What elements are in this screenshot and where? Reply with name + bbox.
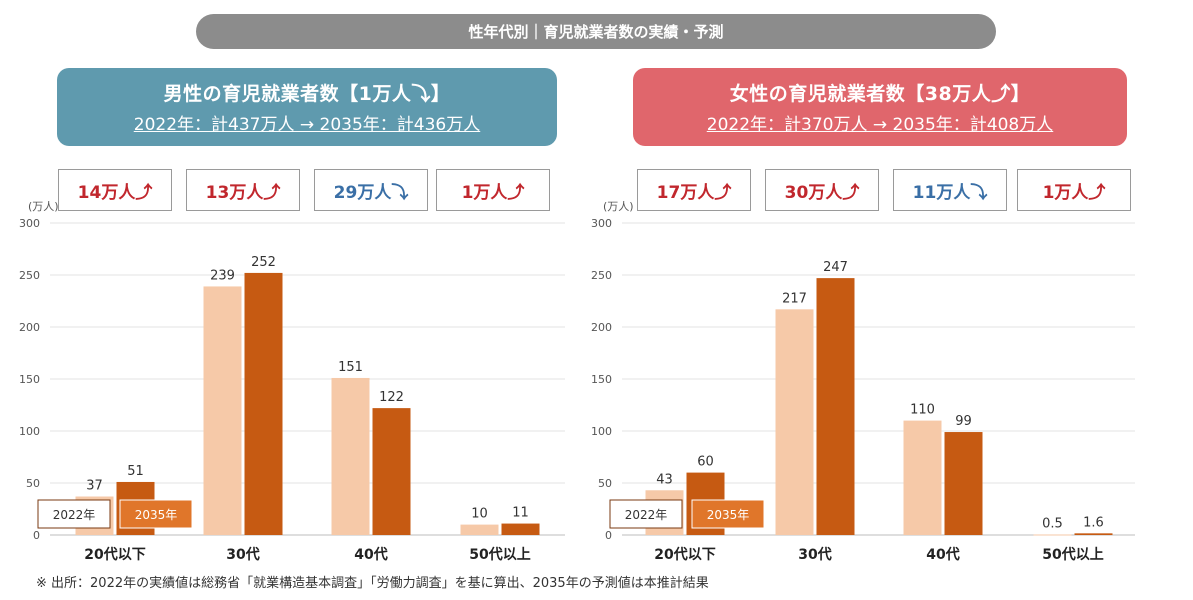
female-delta-20s: 17万人⤴ xyxy=(637,169,751,211)
female-bar-2022 xyxy=(1033,534,1072,536)
male-data-label: 11 xyxy=(512,506,529,521)
male-delta-40s: 29万人⤵ xyxy=(314,169,428,211)
female-y-tick-label: 300 xyxy=(591,217,612,230)
female-y-tick-label: 250 xyxy=(591,269,612,282)
male-bar-2035 xyxy=(372,408,411,535)
male-bar-2022 xyxy=(331,377,370,535)
male-legend-2022-box xyxy=(37,499,111,529)
male-y-tick-label: 50 xyxy=(26,477,40,490)
female-data-label: 217 xyxy=(782,291,807,306)
male-y-tick-label: 0 xyxy=(33,529,40,542)
female-data-label: 110 xyxy=(910,403,935,418)
female-y-tick-label: 200 xyxy=(591,321,612,334)
male-bar-2035 xyxy=(501,523,540,535)
male-data-label: 239 xyxy=(210,268,235,283)
female-delta-30s: 30万人⤴ xyxy=(765,169,879,211)
source-footnote: ※ 出所：2022年の実績値は総務省「就業構造基本調査」「労働力調査」を基に算出… xyxy=(36,576,709,591)
male-x-tick-label: 20代以下 xyxy=(84,546,145,563)
male-panel-title: 男性の育児就業者数【1万人⤵】 xyxy=(163,83,451,105)
female-legend-2022-label: 2022年 xyxy=(625,508,668,522)
male-data-label: 37 xyxy=(86,479,103,494)
female-y-tick-label: 150 xyxy=(591,373,612,386)
male-delta-50s: 1万人⤴ xyxy=(436,169,550,211)
male-panel-header: 男性の育児就業者数【1万人⤵】 2022年：計437万人 → 2035年：計43… xyxy=(57,68,557,146)
female-bar-2035 xyxy=(816,278,855,535)
male-delta-30s: 13万人⤴ xyxy=(186,169,300,211)
female-panel-subtitle: 2022年：計370万人 → 2035年：計408万人 xyxy=(706,115,1054,135)
female-x-tick-label: 30代 xyxy=(798,546,831,563)
female-data-label: 247 xyxy=(823,260,848,275)
male-data-label: 122 xyxy=(379,390,404,405)
female-panel-title: 女性の育児就業者数【38万人⤴】 xyxy=(729,83,1031,105)
male-legend-2022-label: 2022年 xyxy=(53,508,96,522)
female-bar-2035 xyxy=(1074,533,1113,535)
female-data-label: 60 xyxy=(697,455,714,470)
female-bar-2022 xyxy=(903,420,942,535)
female-panel-header: 女性の育児就業者数【38万人⤴】 2022年：計370万人 → 2035年：計4… xyxy=(633,68,1127,146)
male-legend-2035-label: 2035年 xyxy=(135,508,178,522)
male-y-tick-label: 250 xyxy=(19,269,40,282)
female-legend-2035-box xyxy=(691,499,765,529)
male-x-tick-label: 30代 xyxy=(226,546,259,563)
female-y-tick-label: 50 xyxy=(598,477,612,490)
female-legend-2022-box xyxy=(609,499,683,529)
female-y-tick-label: 0 xyxy=(605,529,612,542)
male-y-tick-label: 100 xyxy=(19,425,40,438)
male-y-tick-label: 150 xyxy=(19,373,40,386)
female-unit-label: (万人) xyxy=(603,200,634,213)
female-x-tick-label: 40代 xyxy=(926,546,959,563)
female-delta-40s: 11万人⤵ xyxy=(893,169,1007,211)
female-legend-2035-label: 2035年 xyxy=(707,508,750,522)
male-bar-2022 xyxy=(460,524,499,535)
male-data-label: 51 xyxy=(127,464,144,479)
female-x-tick-label: 50代以上 xyxy=(1042,546,1103,563)
male-bar-2035 xyxy=(244,272,283,535)
male-data-label: 252 xyxy=(251,255,276,270)
page-title: 性年代別｜育児就業者数の実績・予測 xyxy=(196,14,996,49)
male-x-tick-label: 40代 xyxy=(354,546,387,563)
female-data-label: 1.6 xyxy=(1083,515,1104,530)
male-y-tick-label: 300 xyxy=(19,217,40,230)
female-delta-50s: 1万人⤴ xyxy=(1017,169,1131,211)
female-data-label: 0.5 xyxy=(1042,516,1063,531)
male-delta-20s: 14万人⤴ xyxy=(58,169,172,211)
male-panel-subtitle: 2022年：計437万人 → 2035年：計436万人 xyxy=(133,115,481,135)
male-unit-label: (万人) xyxy=(28,200,59,213)
female-bar-2022 xyxy=(775,309,814,535)
male-data-label: 10 xyxy=(471,507,488,522)
male-bar-2022 xyxy=(203,286,242,535)
male-legend-2035-box xyxy=(119,499,193,529)
male-x-tick-label: 50代以上 xyxy=(469,546,530,563)
female-y-tick-label: 100 xyxy=(591,425,612,438)
female-data-label: 43 xyxy=(656,472,673,487)
male-y-tick-label: 200 xyxy=(19,321,40,334)
male-data-label: 151 xyxy=(338,360,363,375)
female-data-label: 99 xyxy=(955,414,972,429)
female-x-tick-label: 20代以下 xyxy=(654,546,715,563)
female-bar-2035 xyxy=(944,432,983,535)
